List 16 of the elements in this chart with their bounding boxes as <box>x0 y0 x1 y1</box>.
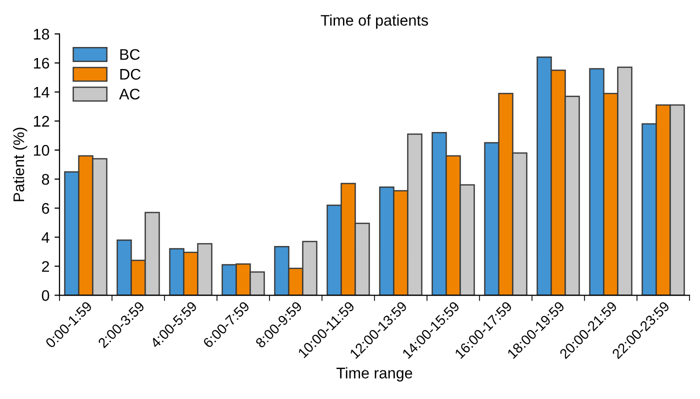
legend-label: BC <box>120 49 140 60</box>
y-tick-label: 16 <box>34 58 50 69</box>
y-tick-label: 14 <box>34 87 50 98</box>
y-tick-label: 10 <box>34 144 50 156</box>
y-tick-label: 0 <box>42 290 50 301</box>
y-tick-label: 4 <box>42 232 50 243</box>
y-tick-label: 12 <box>34 116 50 127</box>
y-tick-label: 8 <box>42 174 50 185</box>
legend-label: DC <box>120 68 141 80</box>
chart-title: Time of patients <box>320 14 428 29</box>
y-tick-label: 6 <box>42 203 50 214</box>
y-tick-label: 2 <box>42 261 50 272</box>
y-tick-label: 18 <box>34 28 50 40</box>
legend-label: AC <box>119 88 140 100</box>
y-axis-title: Patient (%) <box>12 128 28 202</box>
x-axis-title: Time range <box>336 367 412 382</box>
